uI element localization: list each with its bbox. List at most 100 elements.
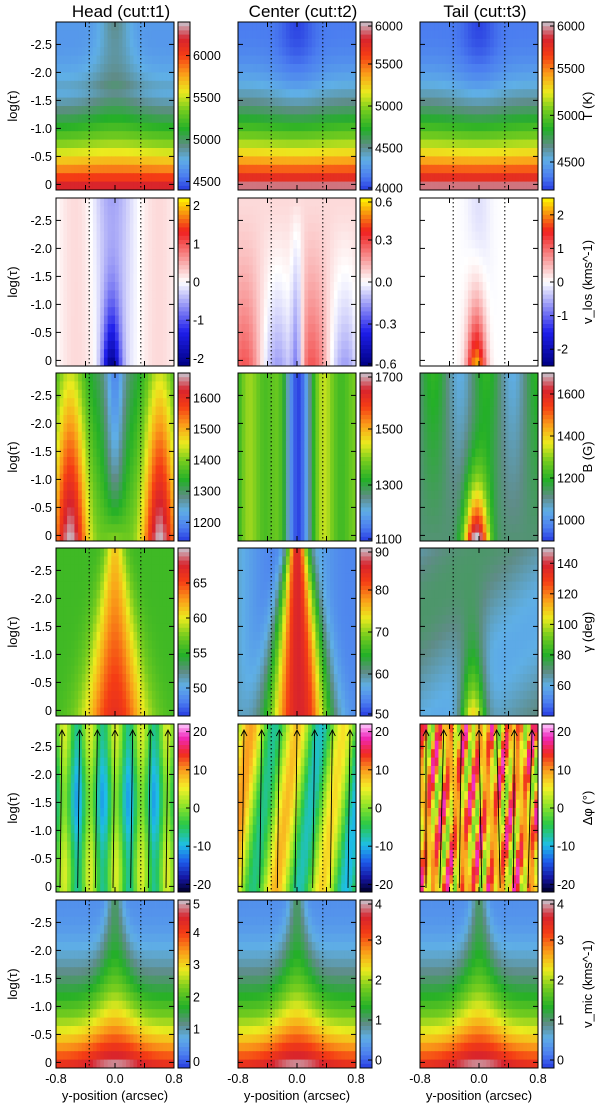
heatmap-cell <box>493 148 498 157</box>
heatmap-cell <box>523 131 528 140</box>
heatmap-cell <box>89 164 94 174</box>
colorbar-swatch <box>542 26 554 31</box>
heatmap-cell <box>67 282 72 291</box>
heatmap-cell <box>260 55 265 65</box>
heatmap-cell <box>526 223 532 232</box>
heatmap-cell <box>300 307 305 316</box>
heatmap-cell <box>512 106 517 115</box>
heatmap-cell <box>479 55 484 65</box>
heatmap-cell <box>278 298 283 308</box>
heatmap-cell <box>74 465 79 475</box>
heatmap-cell <box>534 324 539 333</box>
heatmap-cell <box>166 156 171 166</box>
heatmap-cell <box>330 282 335 291</box>
heatmap-cell <box>453 315 458 325</box>
heatmap-cell <box>166 373 171 382</box>
heatmap-cell <box>271 206 276 216</box>
heatmap-cell <box>241 106 246 115</box>
heatmap-cell <box>344 164 350 174</box>
heatmap-cell <box>67 106 72 115</box>
colorbar-swatch <box>360 332 372 337</box>
heatmap-cell <box>330 231 335 241</box>
heatmap-cell <box>107 30 112 40</box>
heatmap-cell <box>285 55 291 65</box>
colorbar-swatch <box>360 148 372 153</box>
heatmap-cell <box>274 131 279 140</box>
heatmap-cell <box>63 381 68 391</box>
heatmap-cell <box>333 55 338 65</box>
heatmap-cell <box>519 55 524 65</box>
heatmap-cell <box>333 357 338 367</box>
heatmap-cell <box>118 231 123 241</box>
heatmap-cell <box>133 131 138 140</box>
heatmap-cell <box>293 122 298 132</box>
heatmap-cell <box>449 206 454 216</box>
heatmap-cell <box>337 173 342 182</box>
heatmap-cell <box>70 457 75 466</box>
heatmap-cell <box>111 231 116 241</box>
heatmap-cell <box>330 64 335 73</box>
heatmap-cell <box>427 89 432 98</box>
heatmap-cell <box>85 324 90 333</box>
heatmap-cell <box>512 156 517 166</box>
heatmap-cell <box>140 47 145 56</box>
heatmap-cell <box>59 340 64 350</box>
heatmap-cell <box>159 406 164 416</box>
heatmap-cell <box>118 273 123 283</box>
heatmap-cell <box>515 231 520 241</box>
heatmap-cell <box>162 173 168 182</box>
heatmap-cell <box>89 423 94 433</box>
heatmap-cell <box>449 72 454 82</box>
heatmap-cell <box>96 248 101 258</box>
heatmap-cell <box>155 240 160 249</box>
heatmap-cell <box>122 106 127 115</box>
heatmap-cell <box>81 106 86 115</box>
heatmap-cell <box>482 64 487 73</box>
colorbar-swatch <box>360 227 372 232</box>
heatmap-cell <box>148 156 153 166</box>
y-tick-label: -0.5 <box>30 501 52 515</box>
heatmap-cell <box>293 357 298 367</box>
heatmap-cell <box>115 440 120 449</box>
heatmap-cell <box>155 181 160 191</box>
heatmap-cell <box>59 465 64 475</box>
heatmap-cell <box>166 332 171 342</box>
heatmap-cell <box>166 206 171 216</box>
heatmap-cell <box>504 357 509 367</box>
heatmap-cell <box>249 80 254 90</box>
heatmap-cell <box>122 457 127 466</box>
colorbar-tick-label: 0.0 <box>375 276 392 290</box>
heatmap-cell <box>438 273 443 283</box>
heatmap-cell <box>449 265 454 274</box>
heatmap-cell <box>63 340 68 350</box>
heatmap-cell <box>501 164 506 174</box>
heatmap-cell <box>155 440 160 449</box>
heatmap-cell <box>140 473 145 483</box>
heatmap-cell <box>89 173 94 182</box>
heatmap-cell <box>137 131 142 140</box>
heatmap-cell <box>438 38 443 48</box>
heatmap-cell <box>460 139 465 149</box>
heatmap-cell <box>438 97 443 107</box>
heatmap-cell <box>85 389 90 399</box>
heatmap-cell <box>96 223 101 232</box>
colorbar-swatch <box>178 282 190 287</box>
heatmap-cell <box>467 173 473 182</box>
heatmap-cell <box>100 240 105 249</box>
heatmap-cell <box>278 282 283 291</box>
heatmap-cell <box>144 315 149 325</box>
heatmap-cell <box>352 106 357 115</box>
heatmap-cell <box>501 315 506 325</box>
heatmap-cell <box>445 298 450 308</box>
heatmap-cell <box>326 273 331 283</box>
colorbar-tick-label: -0.3 <box>375 318 397 332</box>
heatmap-cell <box>431 47 436 56</box>
heatmap-cell <box>508 30 513 40</box>
heatmap-cell <box>111 38 116 48</box>
heatmap-cell <box>74 181 79 191</box>
heatmap-cell <box>89 315 94 325</box>
heatmap-cell <box>438 223 443 232</box>
heatmap-cell <box>282 30 287 40</box>
heatmap-cell <box>148 256 153 266</box>
heatmap-cell <box>137 231 142 241</box>
